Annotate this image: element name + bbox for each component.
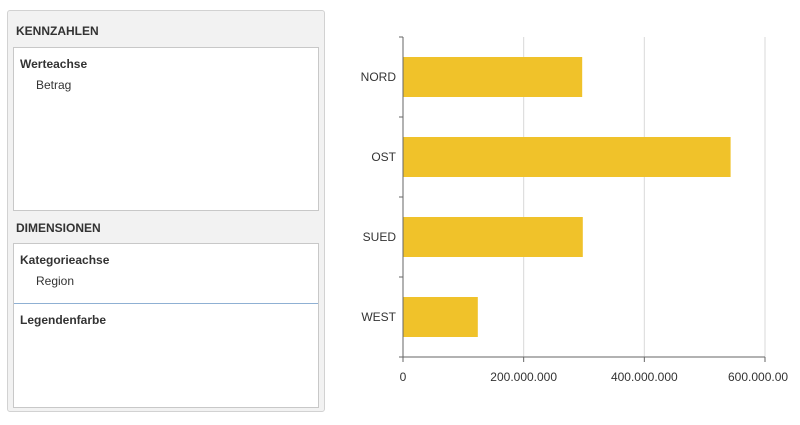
x-tick-label: 200.000.000 xyxy=(490,370,557,384)
bar-west xyxy=(403,297,478,337)
measures-title: KENNZAHLEN xyxy=(16,24,99,38)
dimensions-title: DIMENSIONEN xyxy=(16,221,101,235)
x-tick-label: 400.000.000 xyxy=(611,370,678,384)
bar-sued xyxy=(403,217,583,257)
category-axis-item[interactable]: Region xyxy=(36,274,75,288)
legend-color-label: Legendenfarbe xyxy=(20,313,107,327)
x-tick-label: 600.000.00 xyxy=(728,370,788,384)
bar-ost xyxy=(403,137,731,177)
category-axis-label: Kategorieachse xyxy=(20,253,110,267)
value-axis-item[interactable]: Betrag xyxy=(36,78,72,92)
category-axis-slot[interactable]: Kategorieachse Region xyxy=(14,244,318,303)
category-label: SUED xyxy=(363,230,397,244)
category-label: WEST xyxy=(361,310,396,324)
value-axis-box[interactable]: Werteachse Betrag xyxy=(13,47,319,211)
feed-panel: KENNZAHLEN Werteachse Betrag DIMENSIONEN… xyxy=(7,10,325,412)
slot-divider xyxy=(14,303,318,304)
category-label: OST xyxy=(371,150,396,164)
value-axis-label: Werteachse xyxy=(20,57,88,71)
dimensions-box: Kategorieachse Region Legendenfarbe xyxy=(13,243,319,408)
legend-color-slot[interactable]: Legendenfarbe xyxy=(14,304,318,408)
x-tick-label: 0 xyxy=(400,370,407,384)
bar-nord xyxy=(403,57,583,97)
category-label: NORD xyxy=(361,70,397,84)
